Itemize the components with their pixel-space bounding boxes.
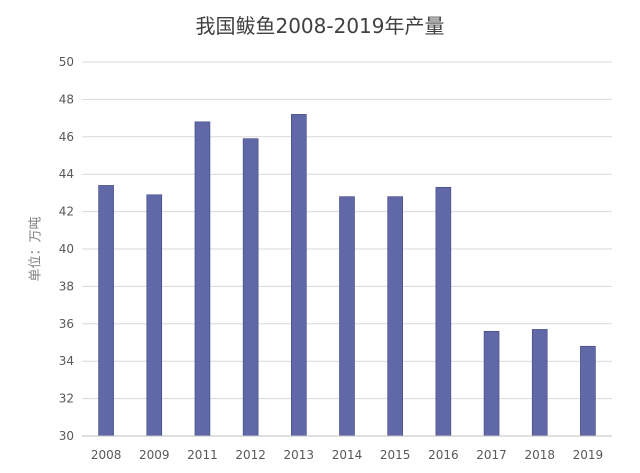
bar — [146, 194, 163, 437]
y-tick-label: 46 — [59, 130, 74, 144]
x-tick-label: 2014 — [332, 448, 363, 462]
x-tick-label: 2016 — [428, 448, 459, 462]
y-tick-label: 42 — [59, 205, 74, 219]
y-tick-label: 48 — [59, 92, 74, 106]
y-tick-label: 34 — [59, 354, 74, 368]
bar — [435, 186, 452, 437]
x-tick-label: 2017 — [476, 448, 507, 462]
bar — [387, 196, 403, 437]
bar — [483, 330, 500, 437]
x-tick-label: 2013 — [284, 448, 315, 462]
x-tick-label: 2012 — [235, 448, 266, 462]
y-tick-label: 38 — [59, 279, 74, 293]
bar — [242, 138, 259, 437]
y-tick-label: 36 — [59, 317, 74, 331]
x-tick-label: 2009 — [139, 448, 170, 462]
chart-title: 我国鲅鱼2008-2019年产量 — [195, 14, 445, 38]
x-tick-label: 2008 — [91, 448, 122, 462]
x-tick-label: 2019 — [573, 448, 604, 462]
bar — [339, 196, 355, 437]
x-tick-label: 2018 — [524, 448, 555, 462]
bar — [98, 185, 114, 437]
x-tick-label: 2015 — [380, 448, 411, 462]
x-tick-label: 2011 — [187, 448, 218, 462]
y-tick-label: 40 — [59, 242, 74, 256]
bar — [291, 114, 307, 437]
bar — [531, 329, 548, 437]
bar — [580, 345, 596, 437]
y-tick-label: 32 — [59, 392, 74, 406]
y-tick-label: 50 — [59, 55, 74, 69]
y-tick-label: 44 — [59, 167, 74, 181]
y-tick-label: 30 — [59, 429, 74, 443]
bar — [194, 121, 211, 437]
